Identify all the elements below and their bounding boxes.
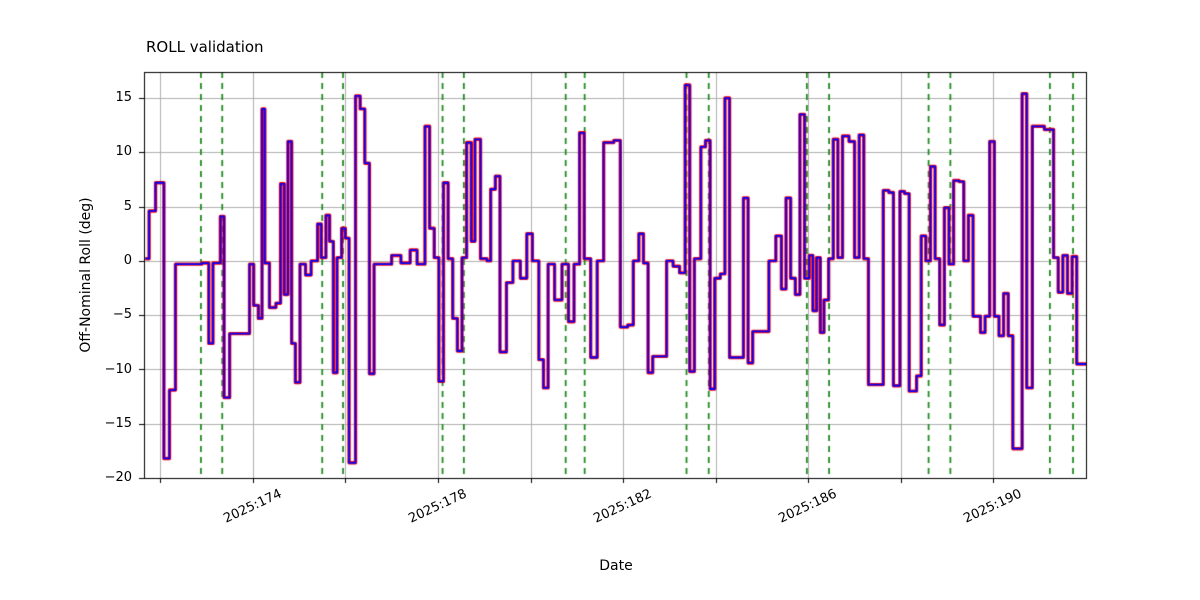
y-tick-label: 15	[115, 90, 132, 105]
y-tick-label: −15	[104, 416, 132, 431]
y-axis-label: Off-Nominal Roll (deg)	[78, 197, 94, 353]
y-tick-label: −20	[104, 470, 132, 485]
y-tick-label: −10	[104, 362, 132, 377]
y-tick-label: 10	[115, 144, 132, 159]
chart-title: ROLL validation	[146, 38, 264, 56]
x-axis-label: Date	[599, 558, 633, 574]
y-tick-label: −5	[112, 307, 132, 322]
y-tick-label: 5	[123, 199, 132, 214]
y-tick-label: 0	[123, 253, 132, 268]
